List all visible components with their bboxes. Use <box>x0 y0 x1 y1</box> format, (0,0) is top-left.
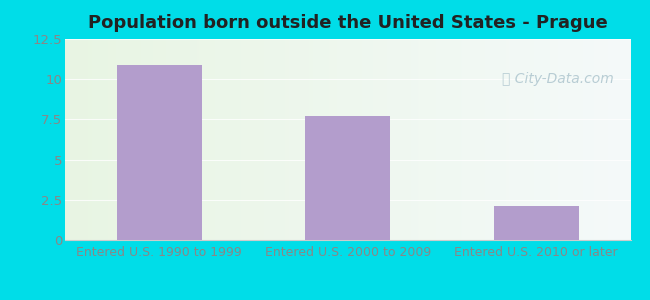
Title: Population born outside the United States - Prague: Population born outside the United State… <box>88 14 608 32</box>
Bar <box>117 65 202 240</box>
Bar <box>494 206 578 240</box>
Text: Ⓜ City-Data.com: Ⓜ City-Data.com <box>502 72 614 86</box>
Bar <box>306 116 390 240</box>
